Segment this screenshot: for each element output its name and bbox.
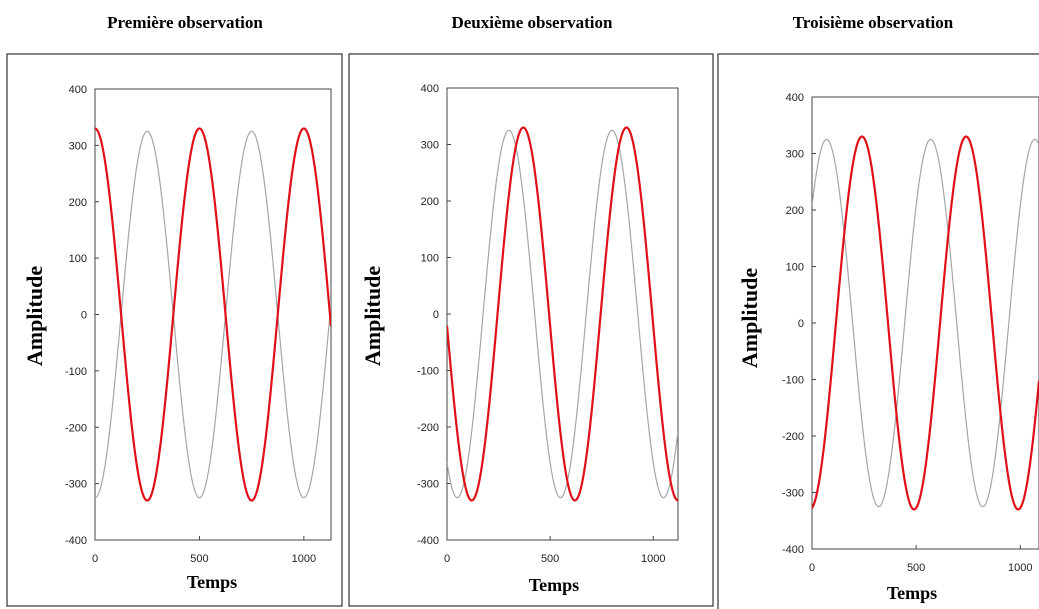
- panel-1-y-tick-label: -200: [65, 422, 87, 434]
- panel-1-y-tick-label: 300: [69, 140, 87, 152]
- panel-3-y-tick-label: -200: [782, 431, 804, 443]
- panel-1-y-tick-label: -300: [65, 479, 87, 491]
- panel-1-y-axis-title: Amplitude: [22, 266, 47, 366]
- panel-1-title: Première observation: [107, 13, 263, 32]
- panel-2-y-tick-label: 300: [421, 140, 439, 152]
- panel-3-y-tick-label: -300: [782, 488, 804, 500]
- panel-1-y-tick-label: 0: [81, 310, 87, 322]
- panel-2-x-tick-label: 0: [444, 553, 450, 565]
- panel-1-x-axis-title: Temps: [187, 572, 237, 592]
- panel-2-y-tick-label: 400: [421, 83, 439, 95]
- panel-2-title: Deuxième observation: [451, 13, 613, 32]
- panel-1-y-tick-label: 200: [69, 197, 87, 209]
- panel-2-series-2-line: [447, 126, 678, 502]
- panel-2: Deuxième observation -400 -300 -200 -100 0 10…: [348, 13, 714, 607]
- panel-3-y-tick-label: 200: [786, 205, 804, 217]
- panel-2-x-axis-title: Temps: [529, 575, 579, 595]
- panel-1-x-tick-label: 1000: [292, 553, 316, 565]
- panel-3-frame: [717, 53, 1039, 609]
- panel-3-plot-area: [811, 96, 1039, 550]
- panel-1-frame: [6, 53, 343, 607]
- panel-1-series-2-line: [95, 127, 331, 502]
- panel-3-plot: -400 -300 -200 -100 0 100 200 300 400 0 500 1000: [782, 92, 1039, 574]
- panel-3-series-1-line: [812, 138, 1039, 508]
- panel-3-x-axis-title: Temps: [887, 583, 937, 603]
- panel-2-y-axis-title: Amplitude: [360, 266, 385, 366]
- panel-3-x-tick-label: 500: [907, 562, 925, 574]
- panel-3-x-tick-label: 1000: [1008, 562, 1032, 574]
- panel-3-y-tick-label: -400: [782, 544, 804, 556]
- panel-1-y-tick-label: 100: [69, 253, 87, 265]
- panel-3-y-tick-label: 300: [786, 149, 804, 161]
- panel-2-y-tick-label: 0: [433, 309, 439, 321]
- panel-3-y-tick-label: 400: [786, 92, 804, 104]
- panel-1-y-tick-label: 400: [69, 84, 87, 96]
- panel-2-y-tick-label: -300: [417, 479, 439, 491]
- panel-2-y-tick-label: 100: [421, 253, 439, 265]
- panel-2-y-tick-label: -400: [417, 535, 439, 547]
- panel-2-plot: -400 -300 -200 -100 0 100 200 300 400 0 500 1000: [417, 83, 679, 565]
- panel-1-series-1-line: [95, 130, 331, 499]
- panel-3-y-tick-label: 100: [786, 262, 804, 274]
- panel-2-frame: [348, 53, 714, 607]
- panel-2-y-tick-label: 200: [421, 196, 439, 208]
- panel-1-x-tick-label: 500: [190, 553, 208, 565]
- panel-3-y-tick-label: 0: [798, 318, 804, 330]
- panel-1-y-tick-label: -400: [65, 535, 87, 547]
- panel-3: Troisième observation -400 -300 -200 -100 0 1…: [717, 13, 1039, 609]
- panel-2-series-1-line: [447, 129, 678, 499]
- panel-2-x-tick-label: 1000: [641, 553, 665, 565]
- panel-1-x-tick-label: 0: [92, 553, 98, 565]
- panel-2-y-tick-label: -200: [417, 422, 439, 434]
- panel-3-y-tick-label: -100: [782, 375, 804, 387]
- panel-1-plot: -400 -300 -200 -100 0 100 200 300 400 0 500 1000: [65, 84, 332, 565]
- panel-2-x-tick-label: 500: [541, 553, 559, 565]
- panel-3-title: Troisième observation: [793, 13, 954, 32]
- panel-1: Première observation -400 -300 -200 -100 0 10…: [6, 13, 343, 607]
- panel-3-y-axis-title: Amplitude: [737, 268, 762, 368]
- panel-1-y-tick-label: -100: [65, 366, 87, 378]
- panel-3-x-tick-label: 0: [809, 562, 815, 574]
- panel-3-series-2-line: [812, 135, 1039, 511]
- panel-2-y-tick-label: -100: [417, 366, 439, 378]
